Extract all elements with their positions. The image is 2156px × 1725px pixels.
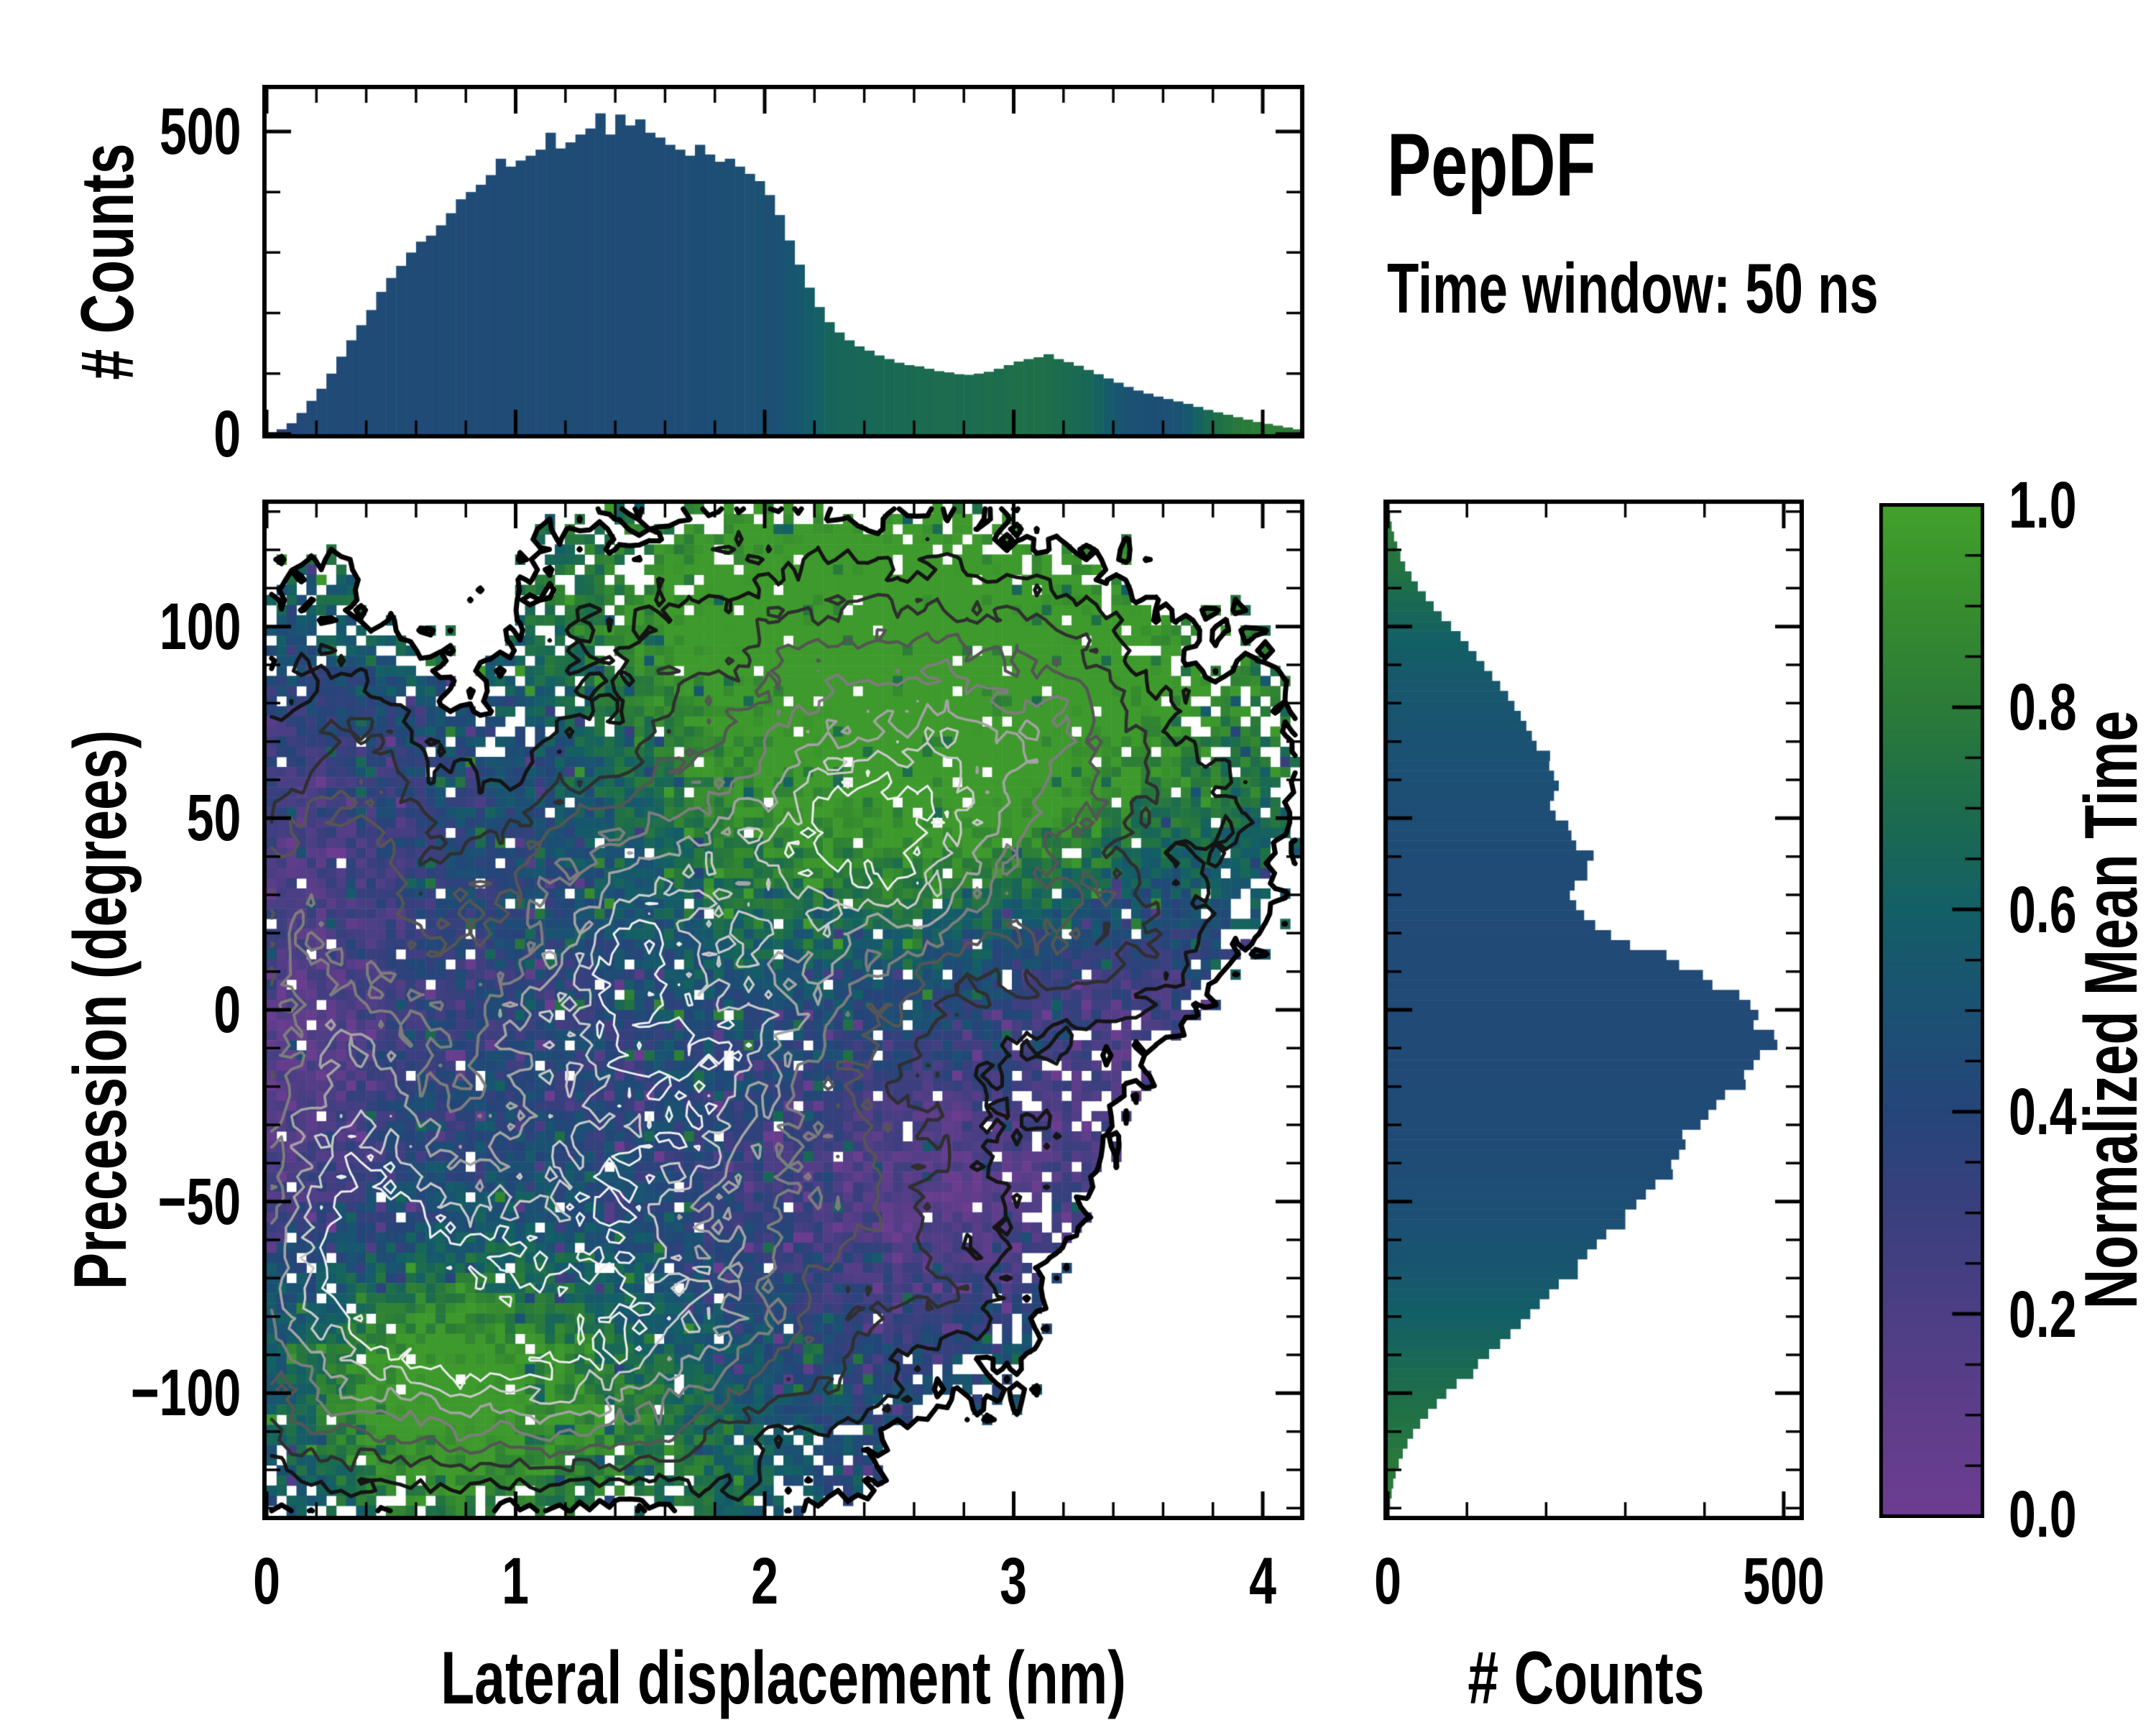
main-y-tick-neg100: −100	[61, 1360, 241, 1426]
main-y-tick-0: 0	[61, 977, 241, 1043]
main-x-tick-0: 0	[248, 1548, 285, 1614]
right-histogram-canvas	[1383, 500, 1804, 1520]
right-x-tick-500-label: 500	[1743, 1545, 1825, 1618]
page-subtitle-label: Time window: 50 ns	[1387, 249, 1879, 328]
colorbar-tick-1.0-label: 1.0	[2009, 469, 2077, 542]
colorbar-tick-0.6-label: 0.6	[2009, 873, 2077, 947]
top-y-tick-500-label: 500	[159, 95, 241, 168]
right-x-tick-500: 500	[1728, 1548, 1839, 1614]
right-x-axis-label: # Counts	[1468, 1637, 1705, 1720]
main-x-tick-1-label: 1	[502, 1545, 529, 1618]
top-histogram-canvas	[262, 85, 1304, 438]
colorbar-tick-0.2: 0.2	[2009, 1282, 2101, 1348]
top-y-tick-0: 0	[61, 401, 241, 467]
main-y-tick-100: 100	[61, 594, 241, 660]
main-x-tick-0-label: 0	[253, 1545, 280, 1618]
main-y-tick-50-label: 50	[186, 781, 241, 855]
colorbar-tick-1.0: 1.0	[2009, 472, 2101, 538]
right-x-tick-0: 0	[1369, 1548, 1406, 1614]
main-x-tick-3: 3	[995, 1548, 1031, 1614]
colorbar-tick-0.8-label: 0.8	[2009, 671, 2077, 744]
colorbar-label: Normalized Mean Time	[2070, 710, 2153, 1310]
main-y-tick-neg50-label: −50	[157, 1165, 241, 1238]
main-x-tick-1: 1	[497, 1548, 533, 1614]
top-y-tick-500: 500	[61, 98, 241, 165]
colorbar-tick-0.0-label: 0.0	[2009, 1478, 2077, 1551]
colorbar-canvas	[1879, 503, 1984, 1518]
colorbar-tick-0.0: 0.0	[2009, 1481, 2101, 1547]
main-x-tick-4: 4	[1244, 1548, 1281, 1614]
colorbar-tick-0.2-label: 0.2	[2009, 1278, 2077, 1351]
main-y-tick-neg100-label: −100	[130, 1356, 241, 1430]
main-x-tick-4-label: 4	[1249, 1545, 1276, 1618]
main-x-tick-2-label: 2	[751, 1545, 778, 1618]
right-x-tick-0-label: 0	[1374, 1545, 1401, 1618]
main-y-tick-100-label: 100	[159, 590, 241, 663]
main-y-tick-0-label: 0	[213, 973, 241, 1046]
page-title: PepDF	[1387, 121, 1669, 210]
page-title-label: PepDF	[1387, 116, 1596, 215]
colorbar-tick-0.4: 0.4	[2009, 1079, 2101, 1145]
main-x-tick-2: 2	[746, 1548, 783, 1614]
main-heatmap-canvas	[262, 500, 1304, 1520]
top-y-tick-0-label: 0	[213, 397, 241, 471]
colorbar-tick-0.6: 0.6	[2009, 877, 2101, 943]
top-y-axis-label: # Counts	[66, 143, 149, 380]
page-subtitle: Time window: 50 ns	[1387, 253, 2051, 323]
main-x-tick-3-label: 3	[1000, 1545, 1027, 1618]
main-y-tick-50: 50	[61, 785, 241, 851]
main-x-axis-label: Lateral displacement (nm)	[441, 1637, 1126, 1720]
main-y-tick-neg50: −50	[61, 1169, 241, 1235]
colorbar-tick-0.8: 0.8	[2009, 674, 2101, 740]
colorbar-tick-0.4-label: 0.4	[2009, 1075, 2077, 1149]
